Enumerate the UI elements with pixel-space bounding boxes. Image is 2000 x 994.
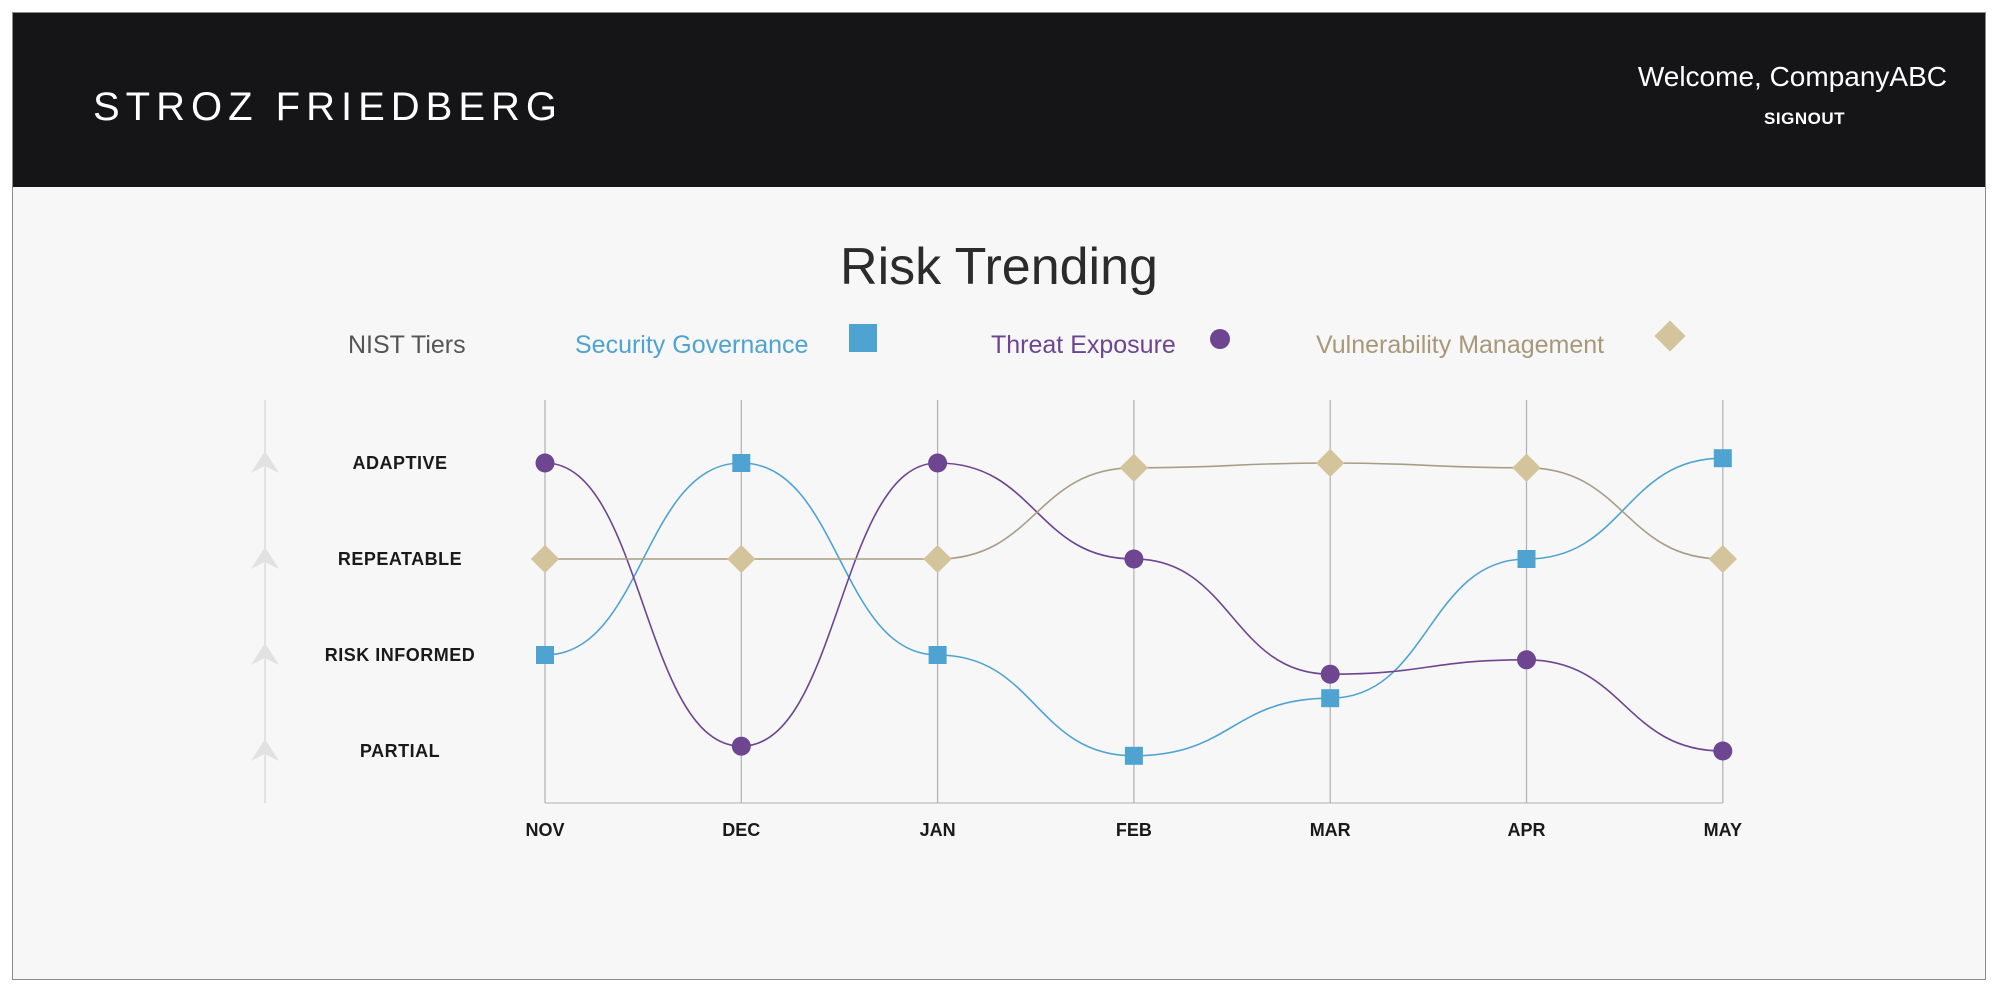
x-tick-label: JAN bbox=[920, 820, 956, 840]
x-tick-label: FEB bbox=[1116, 820, 1152, 840]
legend-security-governance: Security Governance bbox=[575, 331, 809, 359]
security-governance-point bbox=[1321, 689, 1340, 708]
legend-diamond-icon bbox=[1654, 320, 1686, 352]
legend-nist-tiers: NIST Tiers bbox=[348, 331, 466, 359]
tier-arrow-icon bbox=[251, 643, 279, 665]
threat-exposure-point bbox=[1124, 549, 1144, 569]
legend-square-icon bbox=[849, 324, 877, 352]
vulnerability-management-point bbox=[1512, 453, 1541, 482]
vulnerability-management-point bbox=[530, 544, 560, 574]
threat-exposure-point bbox=[1320, 664, 1340, 684]
security-governance-point bbox=[1713, 449, 1732, 468]
threat-exposure-line bbox=[544, 462, 1723, 752]
x-tick-label: DEC bbox=[722, 820, 760, 840]
threat-exposure-point bbox=[928, 453, 948, 473]
tier-label: REPEATABLE bbox=[338, 549, 462, 569]
vulnerability-management-point bbox=[923, 544, 952, 574]
security-governance-point bbox=[1517, 550, 1536, 568]
x-tick-label: MAR bbox=[1310, 820, 1351, 840]
vulnerability-management-point bbox=[1708, 544, 1737, 574]
tier-label: RISK INFORMED bbox=[325, 645, 476, 665]
vulnerability-management-point bbox=[1119, 453, 1149, 482]
x-tick-label: MAY bbox=[1704, 820, 1742, 840]
brand-logo-text: STROZ FRIEDBERG bbox=[93, 85, 564, 129]
security-governance-point bbox=[1124, 746, 1143, 765]
tier-label: PARTIAL bbox=[360, 741, 440, 761]
security-governance-point bbox=[928, 646, 947, 664]
vulnerability-management-point bbox=[1316, 448, 1345, 478]
threat-exposure-point bbox=[1713, 741, 1733, 761]
x-tick-label: NOV bbox=[525, 820, 564, 840]
threat-exposure-point bbox=[1517, 650, 1536, 670]
tier-arrow-icon bbox=[251, 547, 279, 569]
chart-title: Risk Trending bbox=[840, 238, 1158, 296]
security-governance-point bbox=[732, 454, 751, 472]
welcome-message: Welcome, CompanyABC bbox=[1637, 61, 1947, 92]
security-governance-point bbox=[536, 646, 554, 664]
threat-exposure-point bbox=[535, 453, 555, 473]
tier-label: ADAPTIVE bbox=[352, 453, 447, 473]
top-header: STROZ FRIEDBERG Welcome, CompanyABC SIGN… bbox=[13, 13, 1985, 187]
signout-link[interactable]: SIGNOUT bbox=[1764, 109, 1845, 128]
vulnerability-management-point bbox=[727, 544, 756, 574]
legend-circle-icon bbox=[1210, 329, 1230, 349]
threat-exposure-point bbox=[731, 736, 751, 756]
app-frame: STROZ FRIEDBERG Welcome, CompanyABC SIGN… bbox=[12, 12, 1986, 980]
tier-arrow-icon bbox=[251, 451, 279, 473]
x-tick-label: APR bbox=[1507, 820, 1545, 840]
legend-threat-exposure: Threat Exposure bbox=[991, 331, 1176, 359]
legend-vulnerability-management: Vulnerability Management bbox=[1316, 331, 1605, 359]
tier-arrow-icon bbox=[251, 739, 279, 761]
